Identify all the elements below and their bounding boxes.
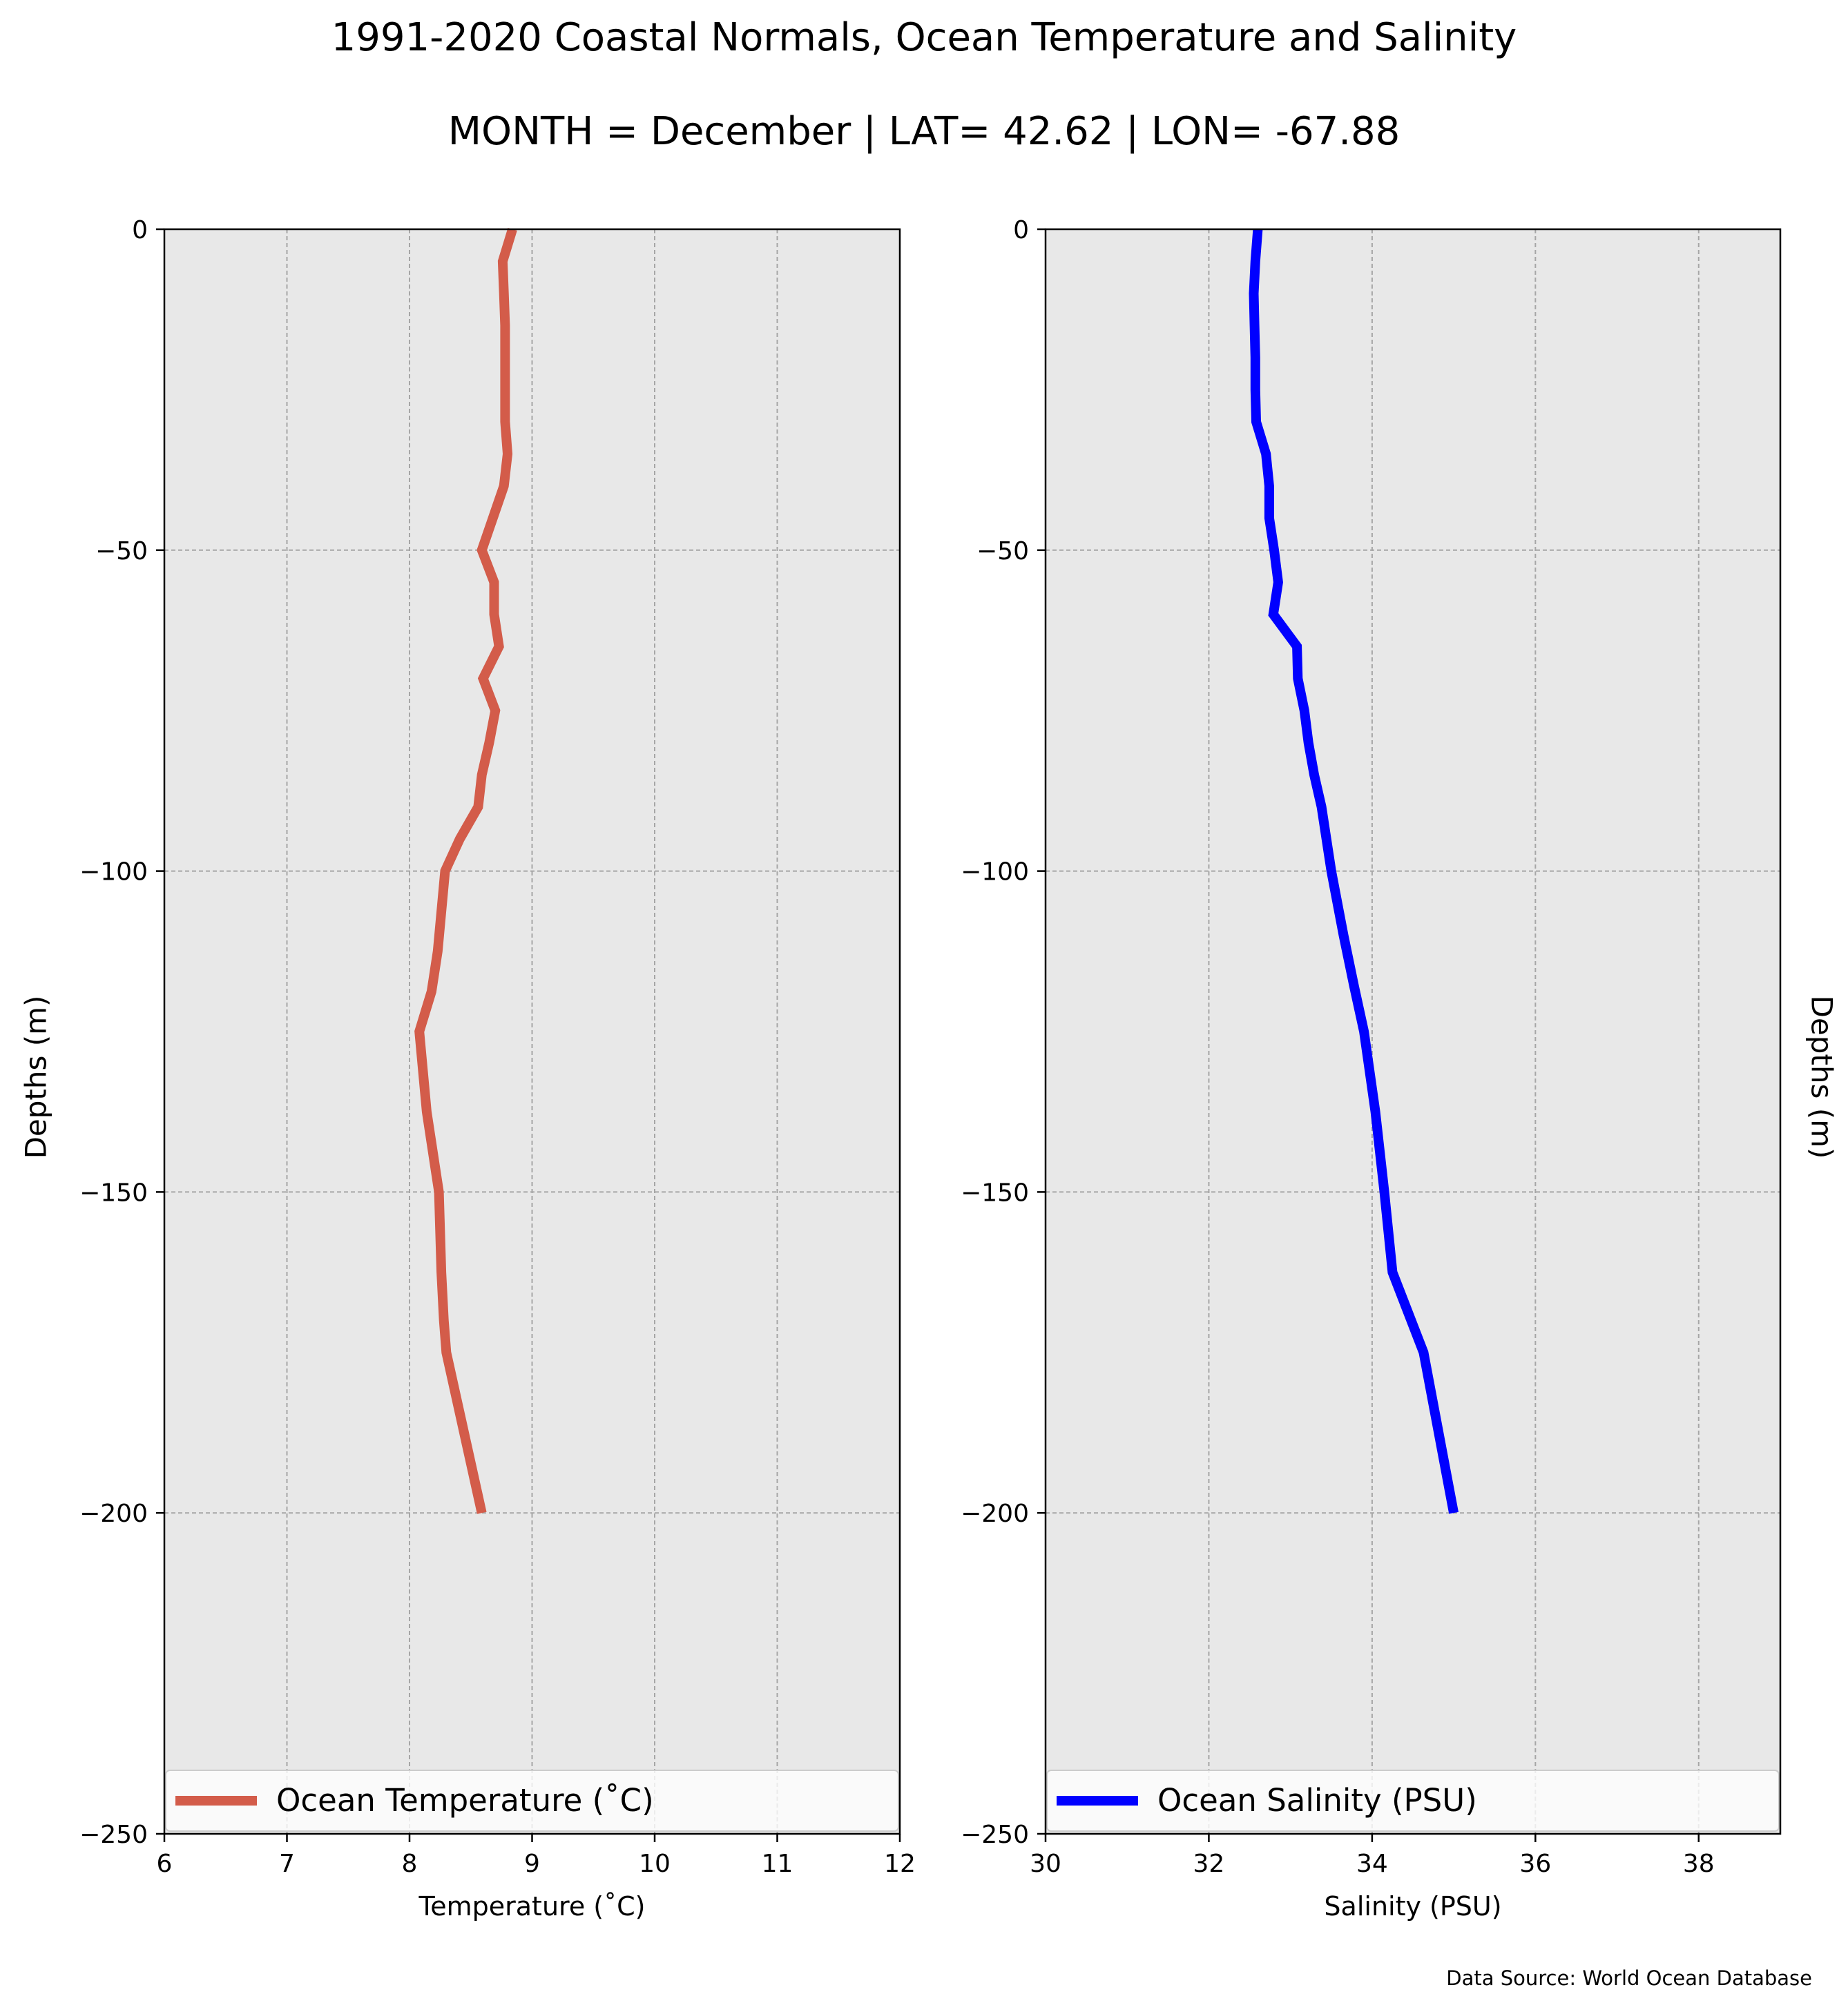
temp-legend-label: Ocean Temperature (˚C) (276, 1782, 654, 1819)
sal-legend-label: Ocean Salinity (PSU) (1157, 1782, 1477, 1819)
temp-legend: Ocean Temperature (˚C) (165, 1770, 899, 1832)
figure-subtitle: MONTH = December | LAT= 42.62 | LON= -67… (447, 109, 1401, 154)
right-y-axis-label: Depths (m) (1804, 995, 1839, 1159)
sal-x-tick-label: 34 (1356, 1850, 1388, 1878)
sal-plot-background (1046, 229, 1780, 1834)
salinity-panel: Ocean Salinity (PSU) 30 32 34 36 38 0 −50 −100 −1… (961, 216, 1782, 1922)
temp-x-tick-label: 12 (884, 1850, 916, 1878)
temp-legend-box (165, 1770, 899, 1832)
sal-x-tick-label: 30 (1030, 1850, 1061, 1878)
sal-legend-box (1046, 1770, 1780, 1832)
sal-y-tick-label: −100 (961, 858, 1029, 887)
sal-series-line (1249, 229, 1459, 1514)
left-y-axis-label: Depths (m) (19, 995, 53, 1159)
temp-series-line (414, 227, 517, 1514)
temp-y-tick-label: −200 (79, 1500, 148, 1528)
sal-x-tick-label: 36 (1519, 1850, 1551, 1878)
sal-y-tick-label: −50 (976, 537, 1029, 565)
sal-y-tick-label: 0 (1013, 216, 1029, 244)
sal-y-tick-label: −250 (961, 1821, 1029, 1849)
sal-x-axis-label: Salinity (PSU) (1324, 1891, 1501, 1922)
temp-y-tick-label: 0 (132, 216, 148, 244)
temp-x-tick-label: 7 (279, 1850, 295, 1878)
temp-y-tick-label: −250 (79, 1821, 148, 1849)
temp-y-tick-label: −150 (79, 1179, 148, 1207)
temp-x-tick-label: 9 (524, 1850, 540, 1878)
sal-axes-frame (1044, 228, 1782, 1835)
temperature-panel: Ocean Temperature (˚C) 6 7 8 9 10 11 12 0 −50 −100… (79, 216, 916, 1922)
temp-x-tick-label: 8 (402, 1850, 418, 1878)
temp-x-axis-label: Temperature (˚C) (418, 1891, 646, 1922)
sal-x-tick-label: 38 (1683, 1850, 1715, 1878)
temp-y-tick-label: −100 (79, 858, 148, 887)
sal-legend: Ocean Salinity (PSU) (1046, 1770, 1780, 1832)
temp-x-tick-label: 6 (157, 1850, 173, 1878)
sal-x-tick-label: 32 (1193, 1850, 1225, 1878)
sal-y-tick-label: −200 (961, 1500, 1029, 1528)
data-source-note: Data Source: World Ocean Database (1446, 1966, 1812, 1990)
sal-y-tick-label: −150 (961, 1179, 1029, 1207)
figure-title: 1991-2020 Coastal Normals, Ocean Tempera… (331, 15, 1517, 60)
temp-x-tick-label: 11 (762, 1850, 793, 1878)
temp-x-tick-label: 10 (639, 1850, 671, 1878)
temp-y-tick-label: −50 (95, 537, 148, 565)
